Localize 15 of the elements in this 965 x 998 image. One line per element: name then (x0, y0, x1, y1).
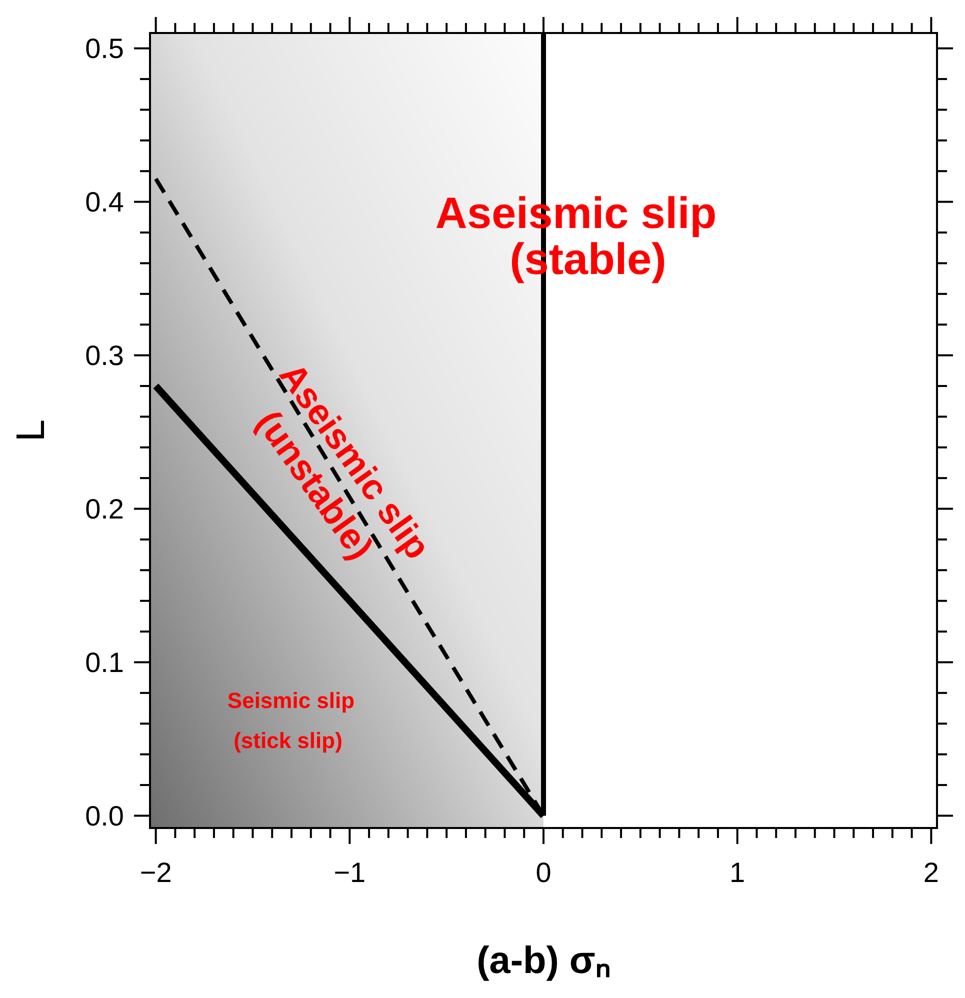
x-tick-label: 0 (536, 857, 552, 888)
y-tick-label: 0.4 (85, 186, 124, 218)
annotation: (stick slip) (234, 728, 342, 753)
x-tick-label: 2 (923, 857, 939, 888)
x-tick-label: −2 (140, 857, 172, 888)
x-tick-label: −1 (334, 857, 366, 888)
y-tick-label: 0.5 (85, 33, 124, 64)
y-axis-title: L (9, 419, 53, 442)
y-tick-label: 0.3 (85, 340, 124, 372)
y-tick-label: 0.1 (85, 647, 124, 678)
x-tick-label: 1 (730, 857, 746, 888)
y-tick-label: 0.0 (85, 800, 124, 832)
annotation: Seismic slip (227, 688, 355, 713)
y-tick-label: 0.2 (85, 494, 124, 525)
x-axis-title: (a-b) σₙ (476, 940, 610, 982)
